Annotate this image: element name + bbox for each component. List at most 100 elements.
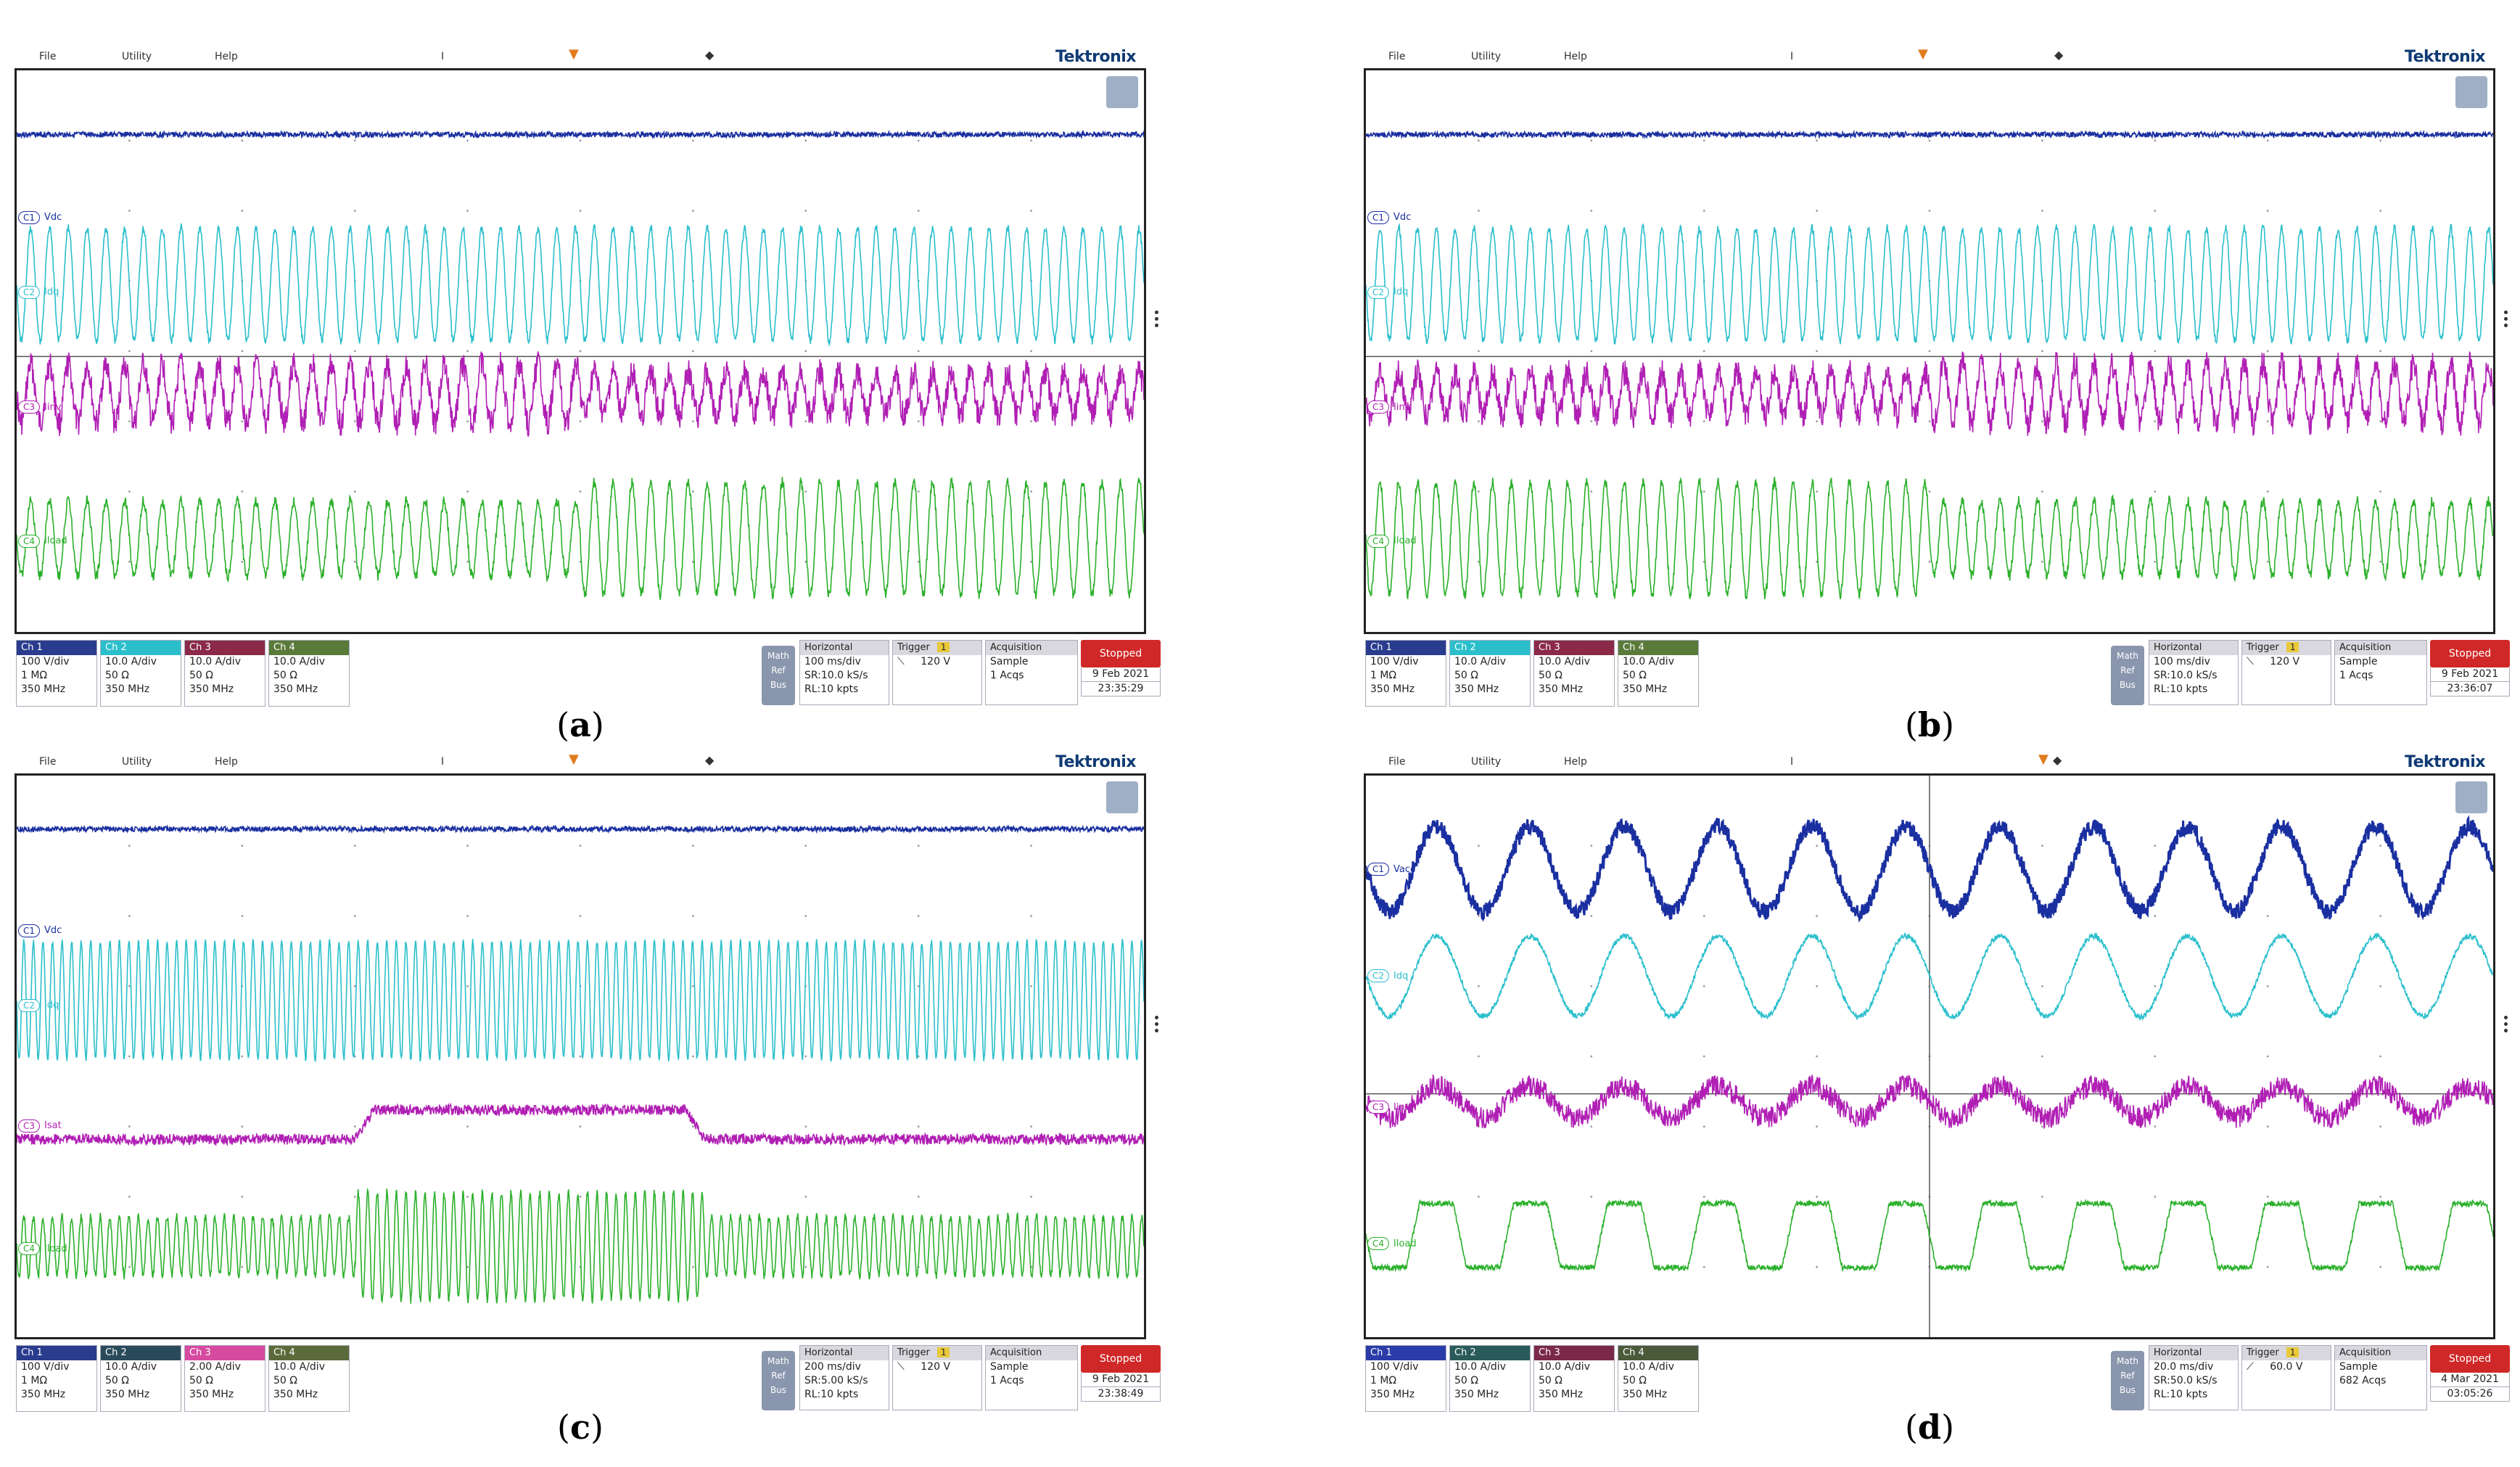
menu-help[interactable]: Help [215,51,238,62]
channel-settings-ch2[interactable]: Ch 2 10.0 A/div 50 Ω 350 MHz [1449,640,1531,707]
trigger-header-text: Trigger [2247,642,2279,653]
channel-label-c4[interactable]: C4 Iload [18,1241,67,1256]
math-ref-bus-button[interactable]: Math Ref Bus [762,1351,795,1410]
channel-settings-ch4[interactable]: Ch 4 10.0 A/div 50 Ω 350 MHz [1618,640,1699,707]
channel-label-c2[interactable]: C2 Idq [18,998,59,1013]
menu-utility[interactable]: Utility [122,756,152,768]
channel-label-c1[interactable]: C1 Vdc [1367,210,1411,225]
menu-file[interactable]: File [39,756,57,768]
channel-label-c4[interactable]: C4 Iload [18,534,67,548]
channel-label-c2[interactable]: C2 Idq [1367,969,1408,983]
channel-settings-ch1[interactable]: Ch 1 100 V/div 1 MΩ 350 MHz [1365,1345,1446,1412]
acquisition-settings[interactable]: Acquisition Sample 682 Acqs [2334,1345,2427,1410]
menu-help[interactable]: Help [1564,51,1587,62]
channel-settings-ch3[interactable]: Ch 3 2.00 A/div 50 Ω 350 MHz [184,1345,265,1412]
trigger-settings[interactable]: Trigger 1 ⟋ 60.0 V [2241,1345,2331,1410]
cursor-icon[interactable]: ◆ [2053,753,2062,767]
trigger-position-icon[interactable]: ▼ [569,46,579,62]
channel-settings-ch4[interactable]: Ch 4 10.0 A/div 50 Ω 350 MHz [1618,1345,1699,1412]
side-menu-handle-icon[interactable] [2504,311,2508,332]
run-stop-status[interactable]: Stopped 9 Feb 2021 23:36:07 [2430,640,2510,705]
menu-utility[interactable]: Utility [122,51,152,62]
menu-help[interactable]: Help [1564,756,1587,768]
side-menu-handle-icon[interactable] [1155,311,1159,332]
channel-settings-value: 50 Ω [273,670,297,681]
math-ref-bus-button[interactable]: Math Ref Bus [762,646,795,705]
stopped-button[interactable]: Stopped [2430,640,2510,667]
menu-file[interactable]: File [39,51,57,62]
stopped-button[interactable]: Stopped [1081,1345,1161,1373]
channel-settings-value: 10.0 A/div [1454,656,1506,667]
side-menu-handle-icon[interactable] [1155,1016,1159,1037]
menu-utility[interactable]: Utility [1471,51,1502,62]
horizontal-value: SR:10.0 kS/s [2154,670,2218,681]
math-ref-bus-button[interactable]: Math Ref Bus [2111,1351,2144,1410]
side-menu-handle-icon[interactable] [2504,1016,2508,1037]
run-stop-status[interactable]: Stopped 9 Feb 2021 23:35:29 [1081,640,1161,705]
trigger-settings[interactable]: Trigger 1 ⟍ 120 V [892,1345,982,1410]
channel-label-c3[interactable]: C3 Iinv [1367,1100,1410,1114]
acquisition-settings[interactable]: Acquisition Sample 1 Acqs [985,640,1078,705]
channel-settings-ch3[interactable]: Ch 3 10.0 A/div 50 Ω 350 MHz [1533,1345,1615,1412]
channel-settings-ch4[interactable]: Ch 4 10.0 A/div 50 Ω 350 MHz [268,1345,350,1412]
stopped-button[interactable]: Stopped [2430,1345,2510,1373]
trigger-position-icon[interactable]: ▼ [2038,752,2048,767]
channel-label-c2[interactable]: C2 Idq [18,285,59,300]
channel-settings-ch1[interactable]: Ch 1 100 V/div 1 MΩ 350 MHz [16,1345,97,1412]
horizontal-settings[interactable]: Horizontal 100 ms/div SR:10.0 kS/s RL:10 kp… [799,640,889,705]
channel-settings-ch3[interactable]: Ch 3 10.0 A/div 50 Ω 350 MHz [1533,640,1615,707]
channel-label-c4[interactable]: C4 Iload [1367,534,1417,548]
trigger-settings[interactable]: Trigger 1 ⟍ 120 V [2241,640,2331,705]
channel-settings-ch1[interactable]: Ch 1 100 V/div 1 MΩ 350 MHz [16,640,97,707]
math-ref-bus-label: Math [767,1356,790,1366]
channel-label-c3[interactable]: C3 Iinv [18,400,61,414]
cursor-icon[interactable]: ◆ [705,48,715,62]
channel-label-c3[interactable]: C3 Isat [18,1119,62,1133]
zoom-button[interactable] [2455,781,2487,813]
horizontal-settings[interactable]: Horizontal 100 ms/div SR:10.0 kS/s RL:10 kp… [2149,640,2239,705]
channel-settings-ch4[interactable]: Ch 4 10.0 A/div 50 Ω 350 MHz [268,640,350,707]
channel-label-c1[interactable]: C1 Vacc [1367,862,1415,876]
graticule-dot [241,845,244,847]
channel-settings-value: 1 MΩ [21,670,48,681]
run-stop-status[interactable]: Stopped 4 Mar 2021 03:05:26 [2430,1345,2510,1410]
horizontal-settings[interactable]: Horizontal 20.0 ms/div SR:50.0 kS/s RL:10 k… [2149,1345,2239,1410]
acquisition-header-text: Acquisition [990,642,1042,653]
acquisition-settings[interactable]: Acquisition Sample 1 Acqs [985,1345,1078,1410]
zoom-button[interactable] [1106,781,1138,813]
channel-label-c1[interactable]: C1 Vdc [18,924,62,938]
zoom-button[interactable] [1106,76,1138,108]
stopped-button[interactable]: Stopped [1081,640,1161,667]
trigger-position-icon[interactable]: ▼ [569,752,579,767]
graticule-dot [917,420,920,423]
channel-settings-ch2[interactable]: Ch 2 10.0 A/div 50 Ω 350 MHz [100,640,181,707]
trigger-position-icon[interactable]: ▼ [1918,46,1928,62]
channel-label-c3[interactable]: C3 Iinv [1367,400,1410,414]
channel-label-c2[interactable]: C2 Idq [1367,285,1408,300]
channel-settings-ch2[interactable]: Ch 2 10.0 A/div 50 Ω 350 MHz [1449,1345,1531,1412]
cursor-icon[interactable]: ◆ [2054,48,2064,62]
channel-label-c1[interactable]: C1 Vdc [18,210,62,225]
menu-utility[interactable]: Utility [1471,756,1502,768]
trigger-settings[interactable]: Trigger 1 ⟍ 120 V [892,640,982,705]
channel-settings-value: 10.0 A/div [105,656,157,667]
channel-settings-ch2[interactable]: Ch 2 10.0 A/div 50 Ω 350 MHz [100,1345,181,1412]
channel-settings-value: 50 Ω [273,1375,297,1386]
channel-settings-ch3[interactable]: Ch 3 10.0 A/div 50 Ω 350 MHz [184,640,265,707]
caption-a: (a) [556,705,604,744]
math-ref-bus-button[interactable]: Math Ref Bus [2111,646,2144,705]
horizontal-value: RL:10 kpts [2154,683,2208,695]
menu-file[interactable]: File [1388,51,1406,62]
cursor-icon[interactable]: ◆ [705,753,715,767]
horizontal-value: SR:5.00 kS/s [804,1375,868,1386]
menu-help[interactable]: Help [215,756,238,768]
channel-settings-ch1[interactable]: Ch 1 100 V/div 1 MΩ 350 MHz [1365,640,1446,707]
menu-file[interactable]: File [1388,756,1406,768]
acquisition-settings[interactable]: Acquisition Sample 1 Acqs [2334,640,2427,705]
channel-label-c4[interactable]: C4 Iload [1367,1236,1417,1251]
horizontal-settings[interactable]: Horizontal 200 ms/div SR:5.00 kS/s RL:10 kp… [799,1345,889,1410]
graticule-dot [804,139,807,142]
zoom-button[interactable] [2455,76,2487,108]
run-stop-status[interactable]: Stopped 9 Feb 2021 23:38:49 [1081,1345,1161,1410]
trigger-header-text: Trigger [2247,1347,2279,1358]
